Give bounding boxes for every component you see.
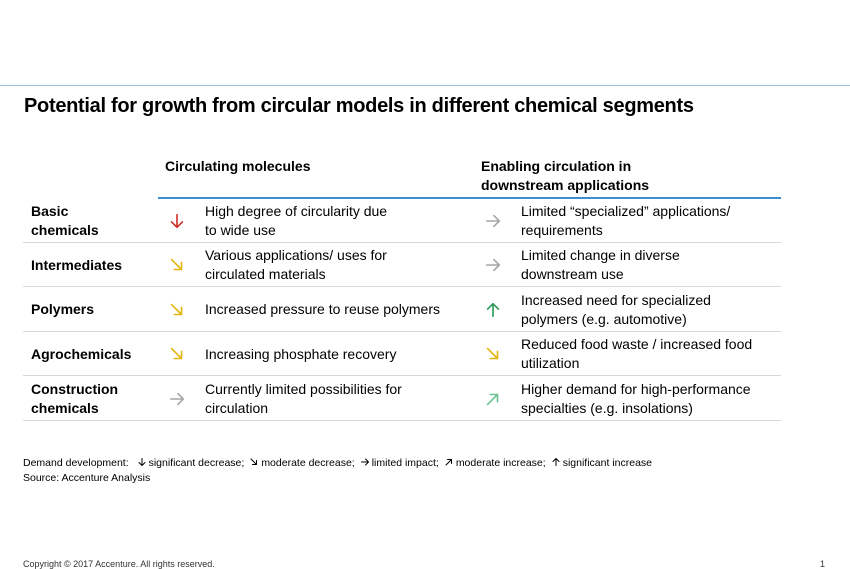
top-divider: [0, 85, 850, 86]
enabling-description: Limited “specialized” applications/requi…: [521, 199, 783, 243]
arrow-up-right-icon: [483, 377, 503, 421]
legend-label: moderate increase;: [455, 457, 546, 469]
column-header-enabling-line2: downstream applications: [481, 177, 650, 193]
table-row: Polymers Increased pressure to reuse poly…: [23, 288, 781, 332]
circulating-description-line1: Currently limited possibilities for: [205, 380, 402, 397]
arrow-right-icon: [360, 457, 370, 472]
column-header-circulating: Circulating molecules: [165, 158, 311, 174]
table-row: Intermediates Various applications/ uses …: [23, 243, 783, 288]
enabling-description-line2: polymers (e.g. automotive): [521, 310, 687, 327]
row-divider: [23, 330, 781, 332]
table-row: Agrochemicals Increasing phosphate recove…: [23, 332, 783, 377]
enabling-description-line1: Increased need for specialized: [521, 291, 711, 308]
segment-name-line1: Agrochemicals: [31, 345, 132, 362]
arrow-down-right-icon: [167, 332, 187, 376]
legend: Demand development: significant decrease…: [23, 456, 652, 472]
circulating-description-line1: Various applications/ uses for: [205, 247, 387, 264]
enabling-description-line2: requirements: [521, 222, 603, 238]
arrow-down-right-icon: [249, 457, 259, 472]
enabling-description-line1: Limited change in diverse: [521, 247, 680, 264]
enabling-description-line2: specialties (e.g. insolations): [521, 399, 693, 416]
arrow-down-icon: [137, 457, 147, 472]
segment-name: Polymers: [31, 288, 156, 332]
segment-name: Construction chemicals: [31, 377, 156, 421]
arrow-down-right-icon: [167, 288, 187, 332]
segment-name-line1: Intermediates: [31, 256, 123, 273]
enabling-description-line2: downstream use: [521, 266, 624, 283]
segment-name: Agrochemicals: [31, 332, 156, 376]
arrow-right-icon: [167, 377, 187, 421]
column-header-enabling: Enabling circulation in downstream appli…: [481, 157, 741, 195]
enabling-description: Limited change in diverse downstream use: [521, 243, 783, 287]
circulating-description: Currently limited possibilities for circu…: [205, 377, 485, 421]
table-row: Construction chemicals Currently limited p…: [23, 377, 781, 421]
page-number: 1: [820, 559, 826, 569]
circulating-description: Various applications/ uses for circulated…: [205, 243, 485, 287]
row-divider: [23, 242, 781, 243]
segment-name-line1: Construction: [31, 380, 119, 397]
circulating-description-line1: Increased pressure to reuse polymers: [205, 301, 440, 318]
enabling-description: Increased need for specialized polymers (…: [521, 288, 783, 332]
page-title: Potential for growth from circular model…: [24, 95, 694, 117]
enabling-description-line1: Reduced food waste / increased food: [521, 336, 753, 353]
arrow-down-right-icon: [167, 243, 187, 287]
arrow-down-icon: [167, 199, 187, 243]
column-header-enabling-line1: Enabling circulation in: [481, 158, 632, 174]
circulating-description: Increasing phosphate recovery: [205, 332, 485, 376]
enabling-description-line1: Limited “specialized” applications/: [521, 203, 731, 219]
arrow-up-right-icon: [444, 457, 454, 472]
legend-label: significant decrease;: [148, 457, 245, 469]
segment-name-line2: chemicals: [31, 222, 99, 238]
segment-name-line1: Basic: [31, 203, 69, 219]
circulating-description: High degree of circularity due to wide us…: [205, 199, 485, 243]
header-divider: [158, 197, 781, 199]
enabling-description: Reduced food waste / increased food utili…: [521, 332, 783, 376]
enabling-description: Higher demand for high-performance specia…: [521, 377, 783, 421]
row-divider: [23, 286, 781, 288]
table-row: Basic chemicals High degree of circularity…: [23, 199, 781, 243]
row-divider: [23, 419, 781, 421]
arrow-down-right-icon: [483, 332, 503, 376]
segment-name: Basic chemicals: [31, 199, 156, 243]
circulating-description-line1: High degree of circularity due: [205, 203, 388, 219]
segment-name-line1: Polymers: [31, 301, 95, 318]
enabling-description-line2: utilization: [521, 355, 580, 372]
arrow-right-icon: [483, 243, 503, 287]
circulating-description-line2: to wide use: [205, 222, 276, 238]
segment-name-line2: chemicals: [31, 399, 99, 416]
circulating-description-line2: circulation: [205, 399, 269, 416]
arrow-right-icon: [483, 199, 503, 243]
arrow-up-icon: [551, 457, 561, 472]
circulating-description-line2: circulated materials: [205, 266, 326, 283]
legend-prefix: Demand development:: [23, 457, 129, 469]
legend-label: moderate decrease;: [261, 457, 355, 469]
legend-label: significant increase: [562, 457, 652, 469]
arrow-up-icon: [483, 288, 503, 332]
copyright-footer: Copyright © 2017 Accenture. All rights r…: [23, 559, 215, 569]
circulating-description-line1: Increasing phosphate recovery: [205, 345, 397, 362]
source-note: Source: Accenture Analysis: [23, 472, 151, 484]
legend-label: limited impact;: [371, 457, 439, 469]
segment-name: Intermediates: [31, 243, 156, 287]
circulating-description: Increased pressure to reuse polymers: [205, 288, 485, 332]
enabling-description-line1: Higher demand for high-performance: [521, 380, 751, 397]
row-divider: [23, 375, 781, 377]
